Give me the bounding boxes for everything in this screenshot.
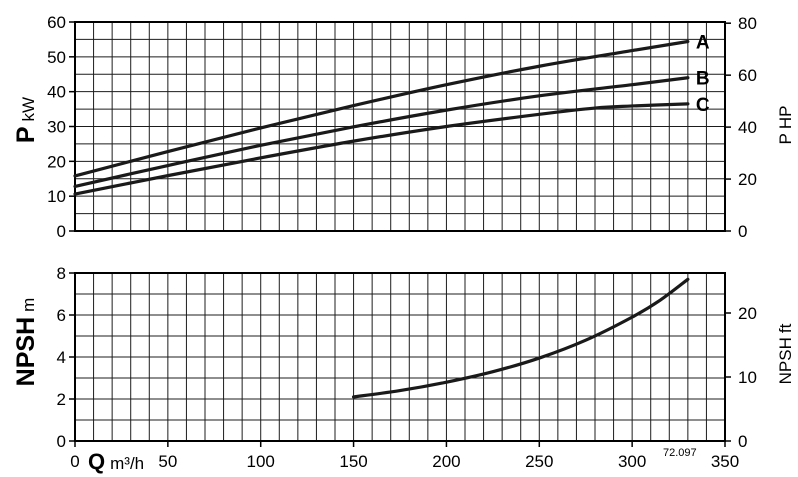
y-tick-label: 4 xyxy=(57,348,66,367)
y-tick-label: 20 xyxy=(47,152,66,171)
y-tick-label: 60 xyxy=(47,13,66,32)
y2-tick-label: 80 xyxy=(738,14,757,33)
x-tick-label: 300 xyxy=(618,452,646,471)
y-tick-label: 40 xyxy=(47,83,66,102)
y2-tick-label: 20 xyxy=(738,304,757,323)
y2-tick-label: 0 xyxy=(738,222,747,241)
y-tick-label: 0 xyxy=(57,432,66,451)
flow-axis-symbol: Q xyxy=(88,449,105,474)
npsh-ft-axis-symbol: NPSH xyxy=(776,337,795,384)
power-axis-title: PkW xyxy=(12,97,40,143)
curve-label-c: C xyxy=(696,95,710,116)
power-chart: 0 10 20 30 40 50 60 0 20 40 60 80 ABC xyxy=(47,13,757,241)
y2-tick-label: 0 xyxy=(738,432,747,451)
y2-tick-label: 40 xyxy=(738,118,757,137)
y-tick-label: 8 xyxy=(57,264,66,283)
y-tick-label: 30 xyxy=(47,118,66,137)
y-tick-label: 10 xyxy=(47,187,66,206)
npsh-ft-axis-title: NPSH ft xyxy=(776,323,795,384)
curve-c xyxy=(73,102,690,196)
x-tick-label: 0 xyxy=(70,452,79,471)
power-axis-symbol: P xyxy=(12,126,40,143)
curve-label-a: A xyxy=(696,33,710,54)
x-tick-label: 200 xyxy=(432,452,460,471)
y-tick-label: 50 xyxy=(47,48,66,67)
figure-code: 72.097 xyxy=(663,447,697,459)
npsh-axis-unit: m xyxy=(19,298,38,312)
x-tick-label: 350 xyxy=(711,452,739,471)
y2-tick-label: 60 xyxy=(738,66,757,85)
y2-tick-label: 10 xyxy=(738,368,757,387)
power-hp-axis-title: P HP xyxy=(776,106,795,145)
x-tick-label: 50 xyxy=(158,452,177,471)
power-axis-unit: kW xyxy=(19,97,38,122)
curve-a xyxy=(73,39,690,178)
y-tick-label: 2 xyxy=(57,390,66,409)
flow-axis-unit: m³/h xyxy=(110,454,144,473)
power-hp-axis-symbol: P xyxy=(776,133,795,144)
npsh-axis-title: NPSH m xyxy=(12,298,40,387)
npsh-ft-axis-unit: ft xyxy=(776,323,795,333)
y2-tick-label: 20 xyxy=(738,170,757,189)
x-tick-label: 250 xyxy=(525,452,553,471)
x-tick-label: 150 xyxy=(339,452,367,471)
curve-label-b: B xyxy=(696,69,710,90)
y-tick-label: 6 xyxy=(57,306,66,325)
y-tick-label: 0 xyxy=(57,222,66,241)
curve-b xyxy=(73,76,690,189)
npsh-axis-symbol: NPSH xyxy=(12,317,40,386)
x-tick-label: 100 xyxy=(247,452,275,471)
curve-npsh xyxy=(351,277,690,399)
power-hp-axis-unit: HP xyxy=(776,106,795,130)
